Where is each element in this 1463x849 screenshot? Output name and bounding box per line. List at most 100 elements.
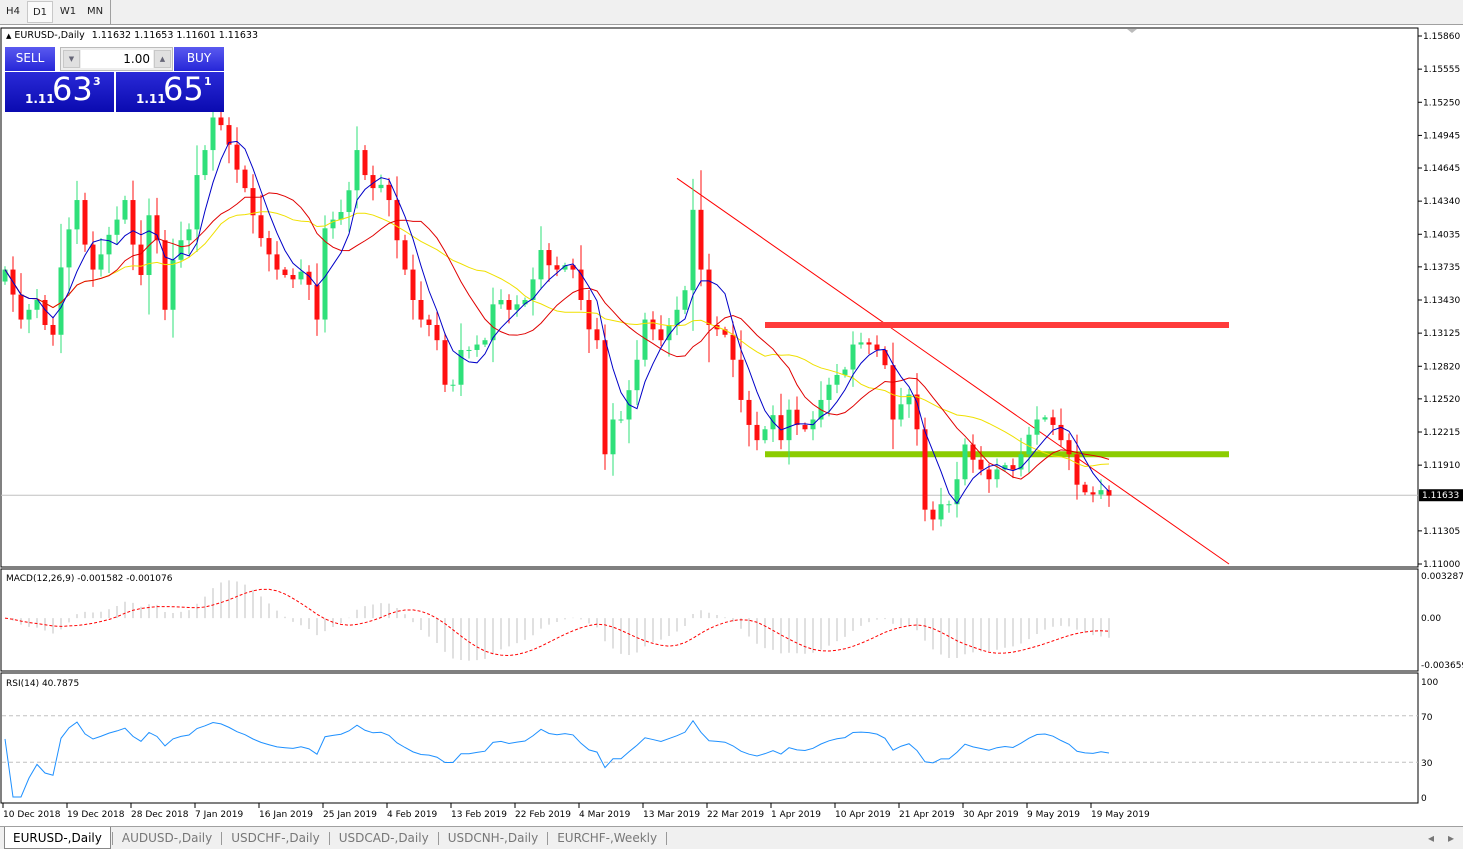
bear-candle (1106, 490, 1112, 496)
macd-axis-label: 0.00 (1421, 614, 1441, 624)
buy-button[interactable]: BUY (174, 47, 224, 71)
collapse-arrow-icon[interactable]: ▲ (6, 32, 12, 40)
sell-price[interactable]: 1.11 63 3 (5, 70, 114, 112)
bull-candle (858, 342, 864, 345)
chart-window[interactable]: MACD(12,26,9) -0.001582 -0.001076 RSI(14… (0, 26, 1463, 826)
bear-candle (506, 300, 512, 310)
date-label: 10 Apr 2019 (835, 810, 891, 820)
bear-candle (650, 319, 656, 330)
bear-candle (90, 244, 96, 270)
bull-candle (674, 309, 680, 325)
bull-candle (98, 254, 104, 270)
buy-price[interactable]: 1.11 65 1 (116, 70, 224, 112)
date-label: 7 Jan 2019 (195, 810, 243, 820)
timeframe-d1[interactable]: D1 (27, 1, 53, 23)
lot-increase-icon[interactable]: ▲ (154, 50, 171, 68)
bear-candle (1050, 417, 1056, 425)
timeframe-w1[interactable]: W1 (59, 6, 77, 17)
bear-candle (242, 169, 248, 189)
bull-candle (458, 349, 464, 385)
bull-candle (946, 504, 952, 506)
timeframe-toolbar: H4 D1 W1 MN (0, 0, 1463, 25)
scroll-left-icon[interactable]: ◂ (1428, 831, 1435, 845)
bear-candle (42, 300, 48, 325)
bear-candle (874, 344, 880, 350)
bull-candle (690, 209, 696, 291)
bull-candle (938, 504, 944, 520)
bear-candle (1010, 465, 1016, 470)
bear-candle (1058, 424, 1064, 441)
bull-candle (682, 290, 688, 310)
current-price-badge (1419, 489, 1463, 502)
chart-tab[interactable]: USDCAD-,Daily (338, 831, 429, 845)
date-label: 9 May 2019 (1027, 810, 1080, 820)
bear-candle (970, 444, 976, 460)
rsi-axis-label: 0 (1421, 794, 1427, 804)
bear-candle (570, 265, 576, 270)
bull-candle (450, 384, 456, 386)
bull-candle (898, 404, 904, 420)
bull-candle (762, 429, 768, 441)
price-tick-label: 1.12820 (1423, 362, 1460, 372)
rsi-line (4, 719, 1110, 798)
bull-candle (2, 269, 8, 282)
rsi-label: RSI(14) 40.7875 (6, 679, 79, 689)
chart-tab[interactable]: AUDUSD-,Daily (121, 831, 213, 845)
bear-candle (914, 394, 920, 430)
bear-candle (730, 334, 736, 360)
bull-candle (114, 219, 120, 235)
date-label: 13 Mar 2019 (643, 810, 700, 820)
lot-decrease-icon[interactable]: ▼ (63, 50, 80, 68)
bear-candle (426, 319, 432, 325)
bear-candle (1090, 492, 1096, 495)
bull-candle (186, 229, 192, 241)
bull-candle (122, 200, 128, 220)
chart-tab[interactable]: USDCHF-,Daily (231, 831, 320, 845)
bull-candle (474, 344, 480, 350)
bear-candle (154, 215, 160, 241)
bull-candle (66, 229, 72, 268)
price-tick-label: 1.13430 (1423, 296, 1460, 306)
bear-candle (658, 329, 664, 341)
ohlc-values: 1.11632 1.11653 1.11601 1.11633 (91, 30, 258, 41)
date-label: 25 Jan 2019 (323, 810, 377, 820)
rsi-axis-label: 100 (1421, 678, 1438, 688)
symbol-info: ▲ EURUSD-,Daily 1.11632 1.11653 1.11601 … (6, 30, 258, 41)
bear-candle (306, 271, 312, 285)
price-tick-label: 1.15250 (1423, 98, 1460, 108)
timeframe-h4[interactable]: H4 (6, 6, 20, 17)
one-click-trading-panel: SELL ▼ 1.00 ▲ BUY 1.11 63 3 1.11 65 1 (5, 47, 224, 112)
bear-candle (258, 215, 264, 239)
bear-candle (402, 240, 408, 270)
bull-candle (618, 419, 624, 421)
bull-candle (610, 419, 616, 455)
bull-candle (466, 349, 472, 351)
price-tick-label: 1.12520 (1423, 395, 1460, 405)
bull-candle (322, 228, 328, 320)
bull-candle (74, 200, 80, 230)
bull-candle (490, 304, 496, 341)
lot-size-input[interactable]: 1.00 (81, 50, 153, 68)
macd-panel (0, 568, 1419, 672)
date-label: 21 Apr 2019 (899, 810, 955, 820)
chart-tab[interactable]: USDCNH-,Daily (447, 831, 539, 845)
macd-axis-label: 0.003287 (1421, 572, 1463, 582)
timeframe-mn[interactable]: MN (86, 6, 104, 17)
buy-price-fraction: 1 (204, 75, 212, 88)
lot-size-stepper[interactable]: ▼ 1.00 ▲ (60, 47, 173, 71)
bear-candle (250, 188, 256, 216)
scroll-right-icon[interactable]: ▸ (1448, 831, 1455, 845)
bear-candle (82, 200, 88, 245)
bear-candle (442, 340, 448, 385)
bull-candle (642, 319, 648, 360)
chart-tab[interactable]: EURUSD-,Daily (4, 827, 111, 849)
bull-candle (1002, 465, 1008, 470)
bull-candle (1026, 434, 1032, 455)
bull-candle (210, 117, 216, 151)
bear-candle (794, 409, 800, 425)
sell-button[interactable]: SELL (5, 47, 55, 71)
chart-tab[interactable]: EURCHF-,Weekly (557, 831, 658, 845)
bull-candle (842, 369, 848, 375)
price-tick-label: 1.14945 (1423, 131, 1460, 141)
bull-candle (1098, 490, 1104, 495)
